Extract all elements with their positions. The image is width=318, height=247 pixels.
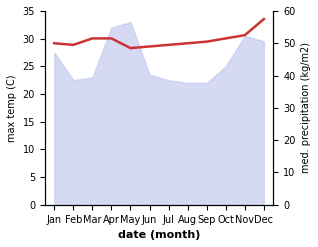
X-axis label: date (month): date (month) (118, 230, 200, 240)
Y-axis label: max temp (C): max temp (C) (7, 74, 17, 142)
Y-axis label: med. precipitation (kg/m2): med. precipitation (kg/m2) (301, 42, 311, 173)
